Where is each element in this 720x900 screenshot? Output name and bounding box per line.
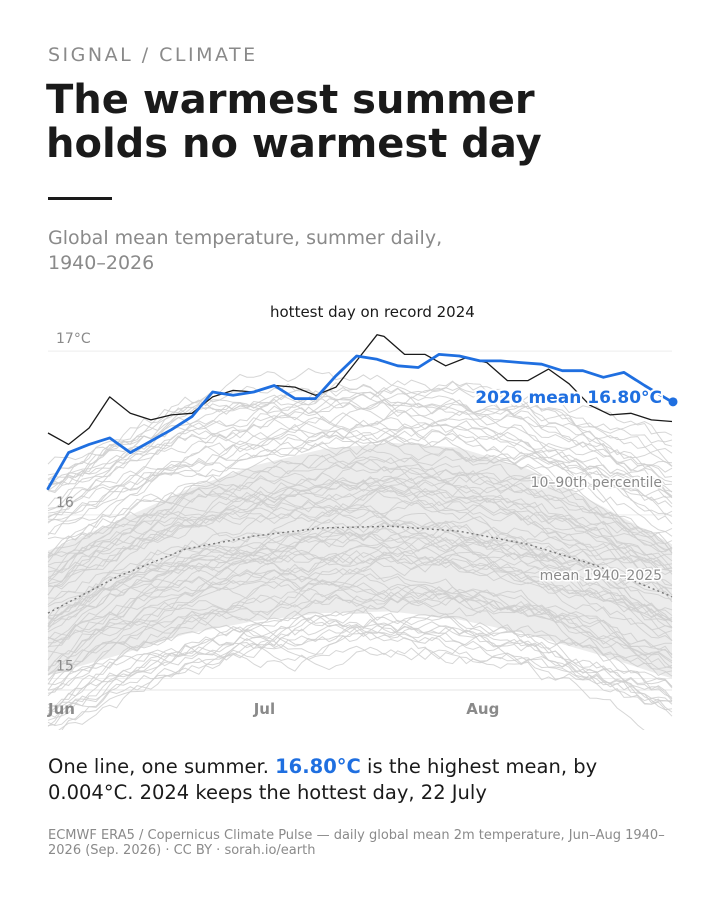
annotation-band: 10–90th percentile (531, 475, 662, 491)
kicker: SIGNAL / CLIMATE (48, 44, 258, 66)
historical-year-line (47, 641, 673, 727)
historical-year-line (47, 589, 673, 685)
record-line-group (47, 334, 673, 446)
historical-year-line (47, 430, 673, 524)
historical-year-line (47, 583, 673, 691)
historical-year-line (47, 619, 673, 713)
historical-year-line (47, 515, 673, 608)
y-tick-label: 16 (56, 495, 74, 511)
caption-text-2: is the highest mean, by 0.004°C. 2024 ke… (48, 755, 598, 804)
caption: One line, one summer. 16.80°C is the hig… (48, 754, 688, 806)
y-tick-label: 17°C (56, 331, 91, 347)
historical-year-line (47, 573, 672, 676)
historical-year-line (47, 526, 673, 622)
historical-year-line (47, 599, 673, 694)
historical-year-line (47, 514, 673, 618)
x-tick-label: Jul (253, 700, 275, 718)
historical-year-line (47, 383, 673, 481)
historical-year-line (47, 533, 673, 631)
percentile-band-area (48, 442, 672, 679)
current-2026-endpoint (668, 397, 678, 407)
historical-year-line (47, 417, 673, 519)
title-rule (48, 197, 112, 200)
historical-year-line (47, 547, 673, 628)
historical-year-line (47, 448, 673, 558)
historical-year-line (47, 509, 673, 606)
y-tick-label: 15 (56, 659, 74, 675)
source-note: ECMWF ERA5 / Copernicus Climate Pulse — … (48, 828, 665, 858)
historical-year-line (47, 367, 673, 465)
chart-labels: 17°C 16 15 Jun Jul Aug hottest day on record 2… (47, 303, 664, 718)
historical-year-line (47, 545, 673, 644)
historical-year-line (47, 391, 673, 492)
annotation-current: 2026 mean 16.80°C (475, 388, 662, 408)
chart-subtitle: Global mean temperature, summer daily, 1… (48, 227, 443, 274)
historical-year-line (47, 409, 673, 507)
x-tick-label: Jun (47, 700, 75, 718)
historical-year-line (47, 625, 673, 715)
annotation-mean: mean 1940–2025 (540, 568, 662, 584)
historical-year-line (47, 407, 673, 514)
historical-year-line (47, 617, 673, 709)
historical-year-line (47, 449, 673, 566)
historical-year-line (47, 386, 673, 480)
historical-year-line (47, 393, 673, 494)
historical-year-line (47, 499, 673, 596)
historical-year-line (47, 606, 673, 721)
historical-year-line (47, 453, 673, 540)
historical-year-line (47, 583, 673, 691)
historical-year-line (47, 544, 673, 647)
historical-year-line (47, 480, 673, 583)
caption-highlight: 16.80°C (275, 755, 361, 778)
current-line-group (46, 353, 678, 490)
caption-text-1: One line, one summer. (48, 755, 276, 778)
historical-year-line (47, 484, 673, 585)
historical-year-line (47, 410, 673, 512)
historical-year-line (47, 490, 673, 596)
percentile-band (48, 442, 672, 679)
historical-year-line (47, 614, 673, 697)
historical-year-line (47, 579, 673, 668)
historical-lines (47, 367, 673, 730)
historical-year-line (47, 542, 673, 642)
current-2026-line (46, 353, 674, 490)
annotation-record: hottest day on record 2024 (270, 303, 475, 321)
historical-year-line (47, 520, 673, 620)
historical-year-line (47, 587, 673, 686)
historical-year-line (47, 475, 673, 556)
historical-year-line (47, 486, 673, 584)
historical-year-line (47, 610, 673, 715)
historical-year-line (47, 437, 673, 536)
temperature-chart: 17°C 16 15 Jun Jul Aug hottest day on record 2… (46, 303, 678, 730)
historical-year-line (47, 555, 673, 655)
record-2024-line (47, 334, 673, 446)
historical-year-line (47, 615, 673, 708)
historical-year-line (47, 631, 673, 727)
historical-year-line (47, 458, 673, 556)
x-tick-label: Aug (466, 700, 499, 718)
historical-year-line (47, 456, 673, 563)
historical-year-line (47, 539, 673, 640)
historical-year-line (47, 427, 673, 521)
page-title: The warmest summer holds no warmest day (46, 77, 542, 167)
